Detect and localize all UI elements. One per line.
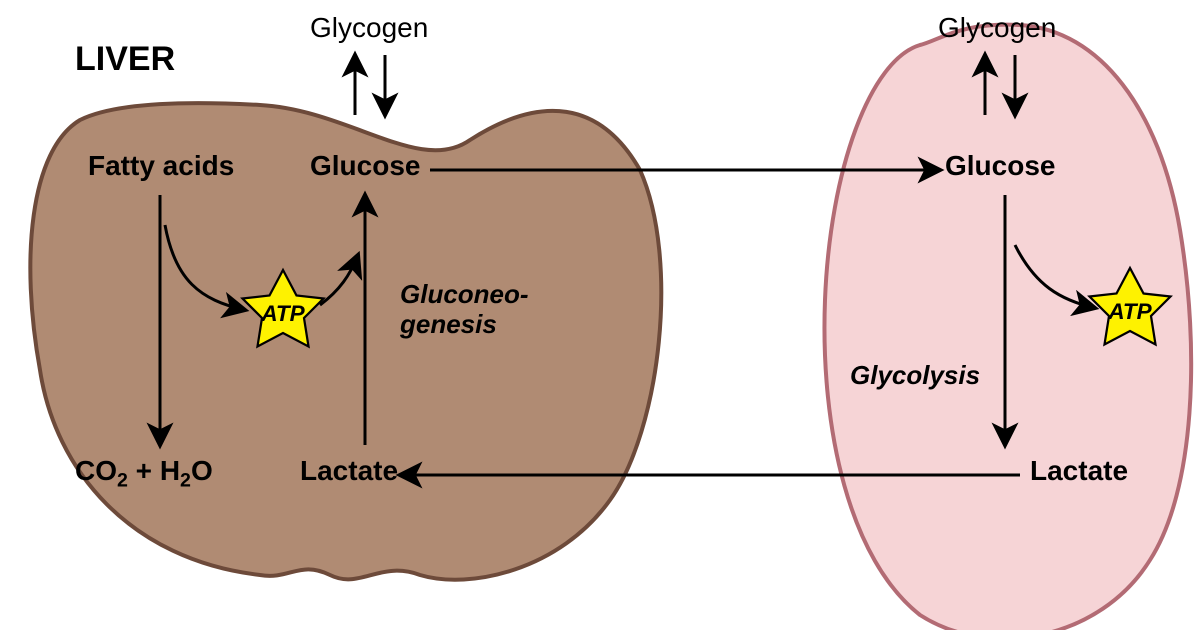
gluconeogenesis-label: Gluconeo-genesis [400, 280, 529, 340]
co2-h2o-label: CO2 + H2O [75, 455, 213, 493]
glycolysis-label: Glycolysis [850, 360, 980, 391]
svg-text:ATP: ATP [1107, 299, 1152, 324]
diagram-canvas: ATP ATP [0, 0, 1200, 630]
svg-text:ATP: ATP [260, 301, 305, 326]
glucose-left-label: Glucose [310, 150, 420, 182]
liver-title: LIVER [75, 40, 175, 79]
lactate-right-label: Lactate [1030, 455, 1128, 487]
lactate-left-label: Lactate [300, 455, 398, 487]
glycogen-right-label: Glycogen [938, 12, 1056, 44]
glucose-right-label: Glucose [945, 150, 1055, 182]
fatty-acids-label: Fatty acids [88, 150, 234, 182]
glycogen-left-label: Glycogen [310, 12, 428, 44]
